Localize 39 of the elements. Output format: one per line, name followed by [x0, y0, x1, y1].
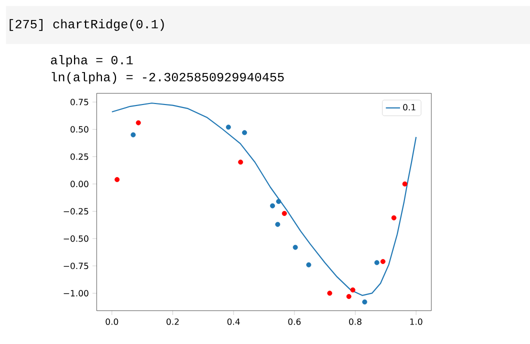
text: alpha = 0.1 — [50, 55, 133, 67]
text: ln(alpha) = -2.3025850929940455 — [52, 72, 284, 84]
y-tick-label: 0.75 — [70, 98, 88, 106]
y-tick-label: −1.00 — [64, 290, 88, 296]
y-tick-label: −0.25 — [64, 208, 88, 215]
point — [402, 181, 408, 186]
y-tick-label: 0.25 — [70, 153, 88, 160]
point — [130, 132, 136, 138]
point — [346, 294, 352, 299]
point — [275, 222, 280, 227]
point — [226, 124, 231, 130]
point — [327, 290, 332, 296]
point — [270, 203, 276, 208]
point — [306, 262, 312, 268]
x-tick-label: 0.4 — [227, 318, 240, 325]
point — [391, 215, 396, 220]
point — [136, 120, 141, 126]
line-series — [111, 102, 417, 296]
y-tick-label: −0.75 — [64, 262, 88, 270]
x-tick-label: 0.6 — [288, 318, 301, 325]
x-tick-label: 0.2 — [166, 318, 179, 325]
point — [276, 198, 282, 204]
point — [380, 259, 386, 264]
y-tick-label: 0.50 — [70, 126, 88, 133]
point — [374, 260, 380, 266]
point — [292, 244, 298, 250]
point — [282, 210, 287, 216]
y-tick-label: −0.50 — [64, 235, 88, 242]
y-tick-label: 0.00 — [70, 180, 88, 188]
text: [275] chartRidge(0.1) — [10, 19, 164, 31]
point — [362, 299, 368, 304]
point — [350, 287, 356, 292]
x-tick-label: 0.8 — [349, 318, 362, 325]
legend-label: 0.1 — [403, 104, 416, 110]
point — [114, 177, 120, 182]
point — [242, 130, 248, 136]
point — [238, 160, 244, 165]
x-tick-label: 0.0 — [106, 318, 118, 325]
x-tick-label: 1.0 — [410, 318, 422, 325]
